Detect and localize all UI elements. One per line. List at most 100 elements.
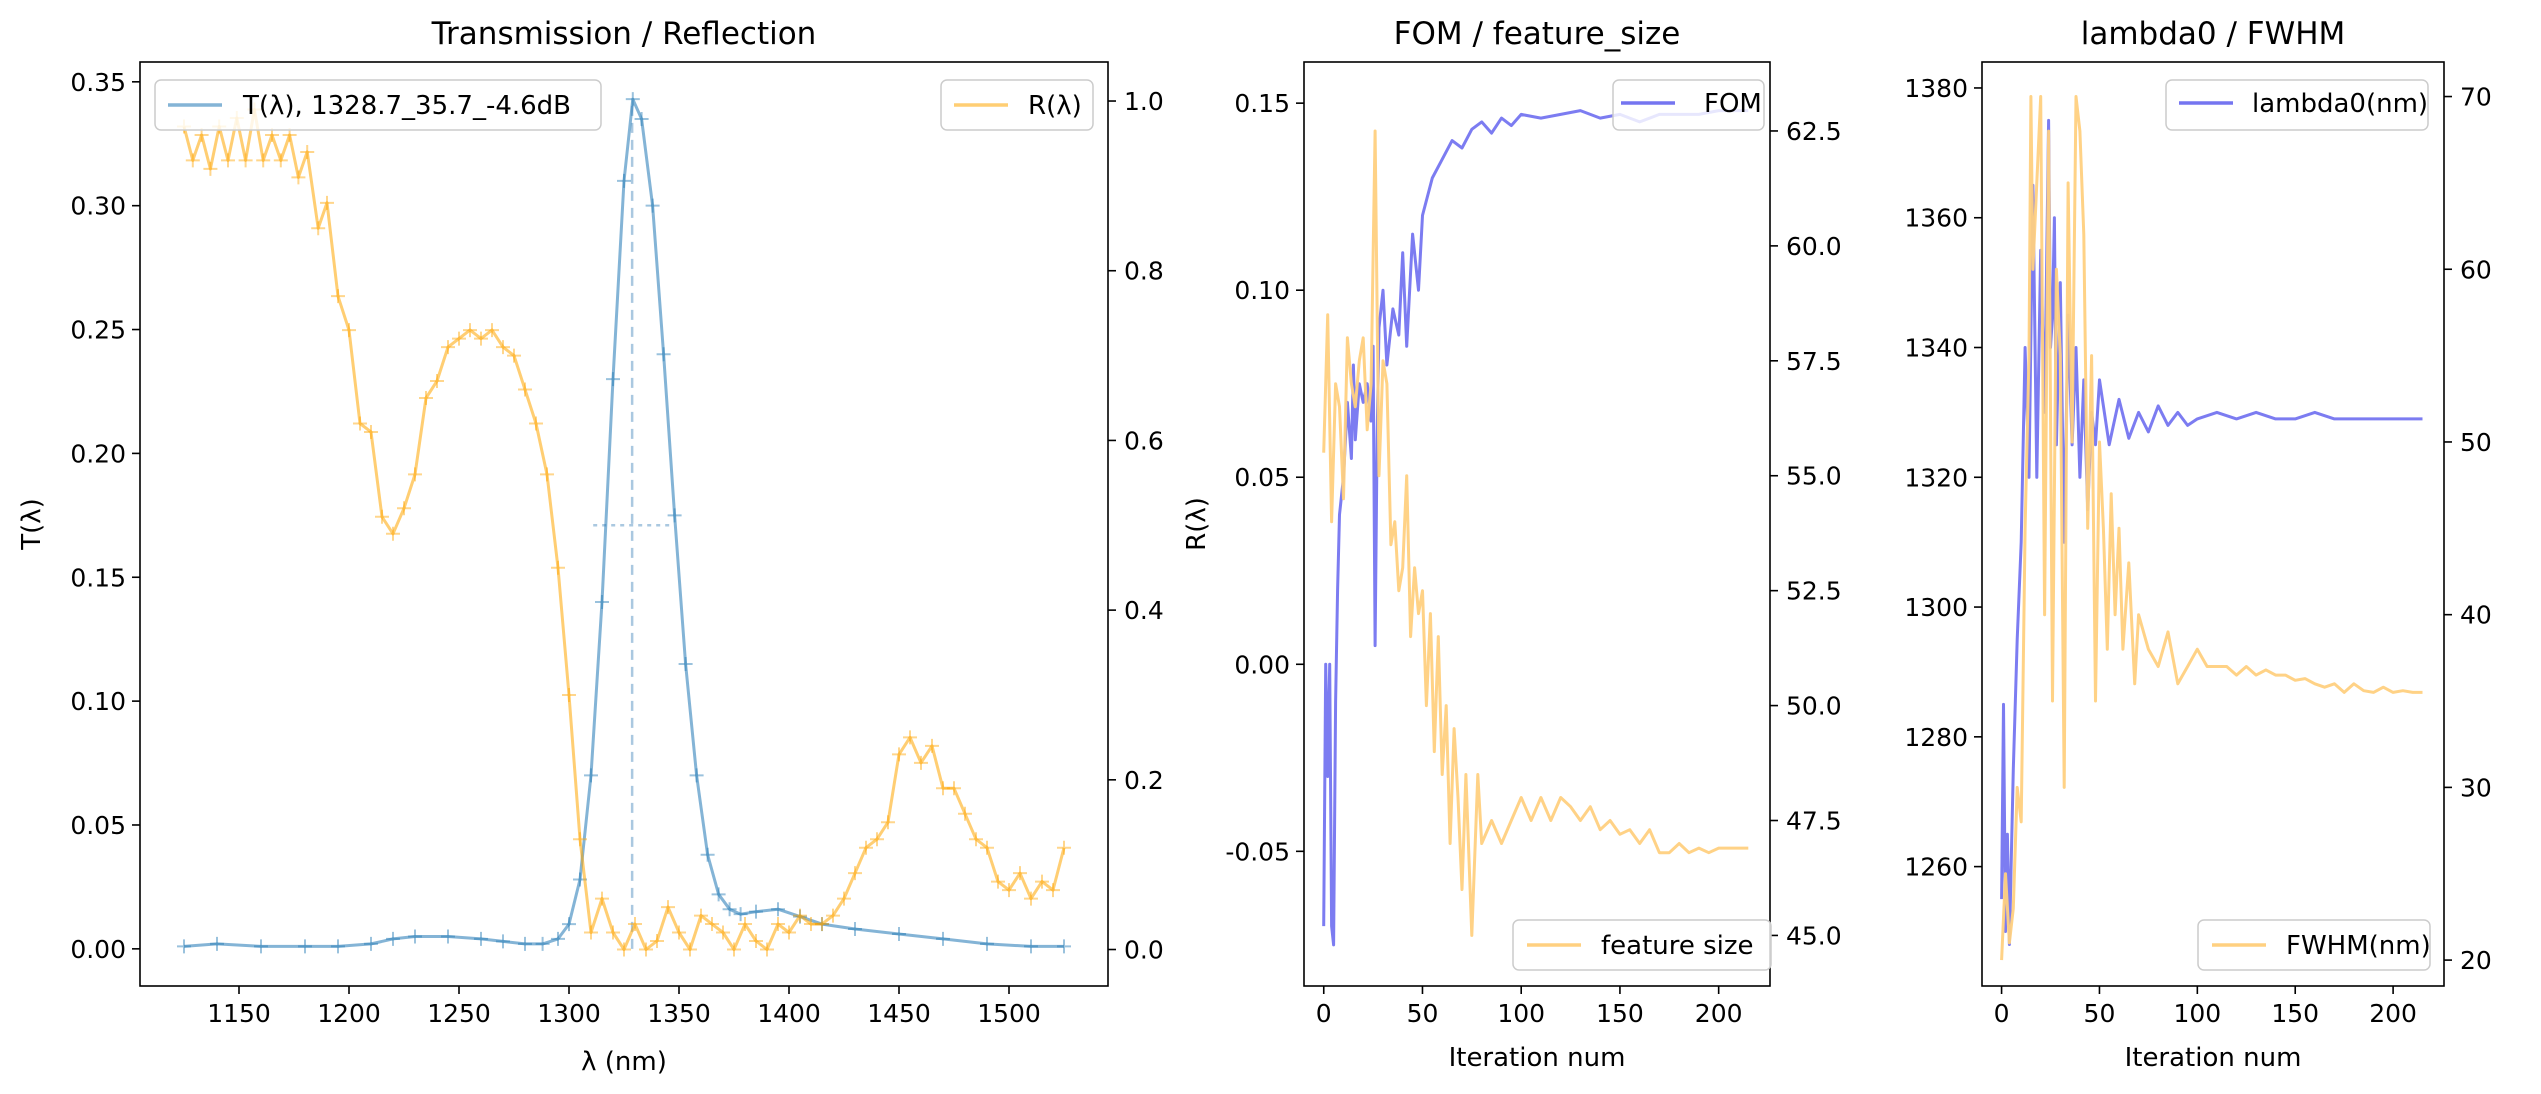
data-point-1 [441,340,455,355]
data-point-1 [452,331,466,346]
y-tick-label-left: 1280 [1904,723,1968,752]
data-point-0 [298,939,312,954]
data-point-0 [711,887,726,902]
data-point-1 [859,840,873,855]
legend-box [2197,919,2431,971]
data-point-0 [584,768,598,783]
x-tick-label: 0 [1994,999,2010,1028]
data-point-1 [914,755,928,770]
data-point-1 [683,942,697,957]
data-point-0 [749,904,763,919]
legend-left: FOM [1612,79,1765,131]
data-point-1 [969,832,983,847]
x-tick-label: 1300 [537,999,601,1028]
data-point-0 [689,768,704,783]
y-tick-label-left: 0.10 [70,687,126,716]
data-point-0 [210,936,224,951]
data-point-1 [1046,883,1060,898]
x-tick-label: 1250 [427,999,491,1028]
data-point-0 [474,931,488,946]
y-tick-label-right: 45.0 [1786,921,1842,950]
data-point-0 [535,936,550,951]
y-tick-label-left: 0.35 [70,68,126,97]
data-point-1 [749,934,763,949]
y-tick-label-left: 0.05 [70,811,126,840]
y-tick-label-right: 1.0 [1124,87,1164,116]
y-tick-label-left: 0.10 [1234,276,1290,305]
y-tick-label-right: 62.5 [1786,117,1842,146]
y-tick-label-left: 1260 [1904,853,1968,882]
data-point-1 [804,917,818,932]
legend-label-T: T(λ), 1328.7_35.7_-4.6dB [242,91,571,121]
x-tick-label: 1500 [977,999,1041,1028]
data-point-1 [463,323,477,338]
legend-box [1612,79,1765,131]
data-point-1 [221,153,235,168]
data-point-1 [573,832,587,847]
legend-label-fwhm: FWHM(nm) [2286,931,2431,961]
x-tick-label: 100 [1497,999,1545,1028]
data-point-0 [496,934,510,949]
chart-title: lambda0 / FWHM [2081,16,2346,52]
data-point-0 [733,907,748,922]
data-point-1 [485,323,499,338]
legend-box [2165,79,2429,131]
data-point-1 [606,925,620,940]
data-point-1 [947,781,961,796]
series-line-0 [2000,118,2423,946]
y-tick-label-right: 55.0 [1786,462,1842,491]
x-tick-label: 50 [1407,999,1439,1028]
data-point-0 [386,931,400,946]
y-axis-label-left: T(λ) [17,498,47,551]
data-point-1 [342,323,356,338]
legend-left: lambda0(nm) [2165,79,2429,131]
x-tick-label: 200 [1695,999,1743,1028]
data-point-1 [661,900,675,915]
x-axis: 1150 1200 1250 1300 1350 1400 1450 1500 [207,986,1041,1028]
data-point-1 [311,221,326,236]
legend-label-R: R(λ) [1028,91,1082,121]
y-tick-label-right: 0.4 [1124,596,1164,625]
y-tick-label-left: 0.20 [70,439,126,468]
x-tick-label: 50 [2084,999,2116,1028]
series-lines [1322,109,1749,947]
data-point-1 [1035,874,1049,889]
x-tick-label: 1200 [317,999,381,1028]
data-point-1 [375,509,389,524]
data-point-1 [826,908,840,923]
data-point-1 [419,391,433,405]
y-tick-label-right: 0.0 [1124,936,1164,965]
data-point-1 [1013,866,1027,881]
series-line-1 [182,108,1066,951]
legend-label-lambda0: lambda0(nm) [2252,89,2428,119]
y-tick-label-left: 0.30 [70,192,126,221]
data-point-1 [273,153,288,168]
series-lines [2000,95,2423,961]
data-point-0 [980,936,994,951]
x-tick-label: 1150 [207,999,271,1028]
data-point-1 [320,195,334,210]
y-axis-label-left: R(λ) [1182,497,1212,551]
legend-box [154,79,602,131]
y-tick-label-right: 20 [2460,946,2492,975]
y-tick-label-right: 60.0 [1786,232,1842,261]
data-point-1 [584,925,598,940]
y-tick-label-right: 0.6 [1124,426,1164,455]
y-tick-label-right: 47.5 [1786,807,1842,836]
data-point-1 [364,424,378,439]
data-point-0 [254,939,268,954]
x-axis-label: Iteration num [2125,1043,2302,1073]
data-point-1 [738,917,752,932]
data-point-1 [793,908,807,923]
data-point-0 [595,595,609,610]
data-point-0 [177,939,191,954]
series-lines [177,92,1071,957]
data-point-0 [700,847,715,862]
data-point-1 [837,891,851,906]
y-tick-label-left: 1360 [1904,204,1968,233]
data-point-1 [551,560,565,575]
y-axis-right: 20 30 40 50 60 70 [2444,83,2492,975]
data-point-1 [881,815,895,830]
series-line-0 [183,97,1064,948]
